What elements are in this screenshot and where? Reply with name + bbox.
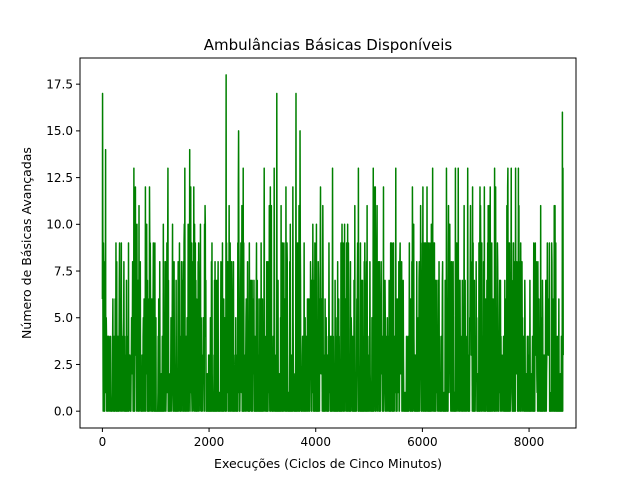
y-tick-label: 12.5: [46, 171, 73, 185]
plot-frame: [79, 57, 577, 429]
y-tick-label: 5.0: [54, 311, 73, 325]
x-tick-label: 0: [99, 435, 107, 449]
x-tick-label: 4000: [300, 435, 331, 449]
y-tick-label: 7.5: [54, 264, 73, 278]
series-line: [101, 74, 564, 412]
y-axis-label: Número de Básicas Avançadas: [19, 147, 34, 339]
y-tick-label: 15.0: [46, 124, 73, 138]
y-tick-label: 2.5: [54, 358, 73, 372]
x-tick-label: 2000: [194, 435, 225, 449]
y-tick-label: 0.0: [54, 404, 73, 418]
x-tick-label: 6000: [407, 435, 438, 449]
series-layer: [101, 74, 564, 412]
x-tick-label: 8000: [514, 435, 545, 449]
x-axis-label: Execuções (Ciclos de Cinco Minutos): [214, 456, 442, 471]
y-axis-ticks: 0.0 2.5 5.0 7.5 10.0 12.5 15.0 17.5: [46, 77, 80, 418]
x-axis-ticks: 0 2000 4000 6000 8000: [99, 428, 545, 449]
y-tick-label: 17.5: [46, 77, 73, 91]
y-tick-label: 10.0: [46, 218, 73, 232]
chart-title: Ambulâncias Básicas Disponíveis: [204, 36, 453, 54]
